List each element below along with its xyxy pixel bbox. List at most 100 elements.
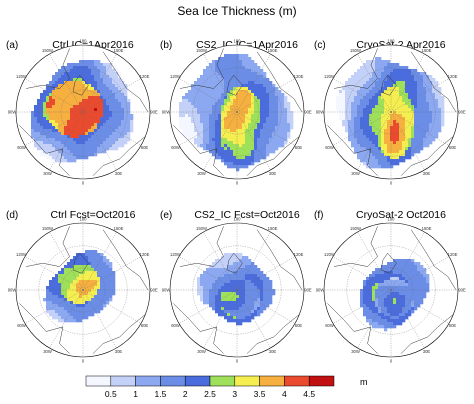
- thickness-cell: [91, 301, 95, 305]
- thickness-cell: [426, 87, 430, 91]
- thickness-cell: [435, 108, 439, 112]
- thickness-cell: [203, 126, 207, 130]
- thickness-cell: [399, 262, 403, 266]
- thickness-cell: [58, 90, 62, 94]
- thickness-cell: [260, 153, 264, 157]
- thickness-cell: [67, 141, 71, 145]
- thickness-cell: [372, 105, 376, 109]
- thickness-cell: [127, 135, 131, 139]
- thickness-cell: [55, 313, 59, 317]
- thickness-cell: [387, 277, 391, 281]
- thickness-cell: [405, 96, 409, 100]
- thickness-cell: [97, 295, 101, 299]
- thickness-cell: [281, 126, 285, 130]
- thickness-cell: [34, 135, 38, 139]
- thickness-cell: [79, 150, 83, 154]
- thickness-cell: [369, 132, 373, 136]
- thickness-cell: [227, 126, 231, 130]
- thickness-cell: [411, 84, 415, 88]
- thickness-cell: [402, 265, 406, 269]
- thickness-cell: [239, 108, 243, 112]
- thickness-cell: [245, 262, 249, 266]
- thickness-cell: [354, 135, 358, 139]
- thickness-cell: [106, 111, 110, 115]
- thickness-cell: [423, 144, 427, 148]
- meridian-label: 150W: [42, 48, 53, 53]
- thickness-cell: [387, 132, 391, 136]
- thickness-cell: [82, 316, 86, 320]
- thickness-cell: [85, 147, 89, 151]
- thickness-cell: [396, 123, 400, 127]
- thickness-cell: [79, 141, 83, 145]
- thickness-cell: [245, 66, 249, 70]
- thickness-cell: [429, 105, 433, 109]
- thickness-cell: [372, 304, 376, 308]
- thickness-cell: [387, 162, 391, 166]
- thickness-cell: [88, 78, 92, 82]
- thickness-cell: [73, 274, 77, 278]
- thickness-cell: [378, 114, 382, 118]
- thickness-cell: [70, 78, 74, 82]
- thickness-cell: [378, 81, 382, 85]
- thickness-cell: [206, 120, 210, 124]
- thickness-cell: [378, 144, 382, 148]
- thickness-cell: [363, 81, 367, 85]
- thickness-cell: [405, 105, 409, 109]
- thickness-cell: [387, 313, 391, 317]
- thickness-cell: [402, 111, 406, 115]
- thickness-cell: [254, 138, 258, 142]
- thickness-cell: [230, 78, 234, 82]
- thickness-cell: [185, 99, 189, 103]
- thickness-cell: [82, 84, 86, 88]
- thickness-cell: [227, 108, 231, 112]
- thickness-cell: [215, 301, 219, 305]
- thickness-cell: [263, 75, 267, 79]
- thickness-cell: [112, 93, 116, 97]
- thickness-cell: [209, 117, 213, 121]
- thickness-cell: [118, 105, 122, 109]
- thickness-cell: [266, 114, 270, 118]
- thickness-cell: [200, 102, 204, 106]
- thickness-cell: [384, 307, 388, 311]
- coastline: [19, 226, 149, 354]
- thickness-cell: [70, 81, 74, 85]
- thickness-cell: [345, 117, 349, 121]
- thickness-cell: [55, 129, 59, 133]
- thickness-cell: [360, 120, 364, 124]
- thickness-cell: [197, 280, 201, 284]
- thickness-cell: [429, 138, 433, 142]
- thickness-cell: [73, 262, 77, 266]
- thickness-cell: [76, 120, 80, 124]
- thickness-cell: [375, 271, 379, 275]
- thickness-cell: [239, 141, 243, 145]
- thickness-cell: [76, 265, 80, 269]
- thickness-cell: [251, 90, 255, 94]
- thickness-cell: [212, 271, 216, 275]
- thickness-cell: [396, 310, 400, 314]
- thickness-cell: [70, 304, 74, 308]
- thickness-cell: [381, 301, 385, 305]
- thickness-cell: [191, 123, 195, 127]
- thickness-cell: [230, 135, 234, 139]
- thickness-cell: [251, 307, 255, 311]
- thickness-cell: [399, 289, 403, 293]
- thickness-cell: [188, 102, 192, 106]
- thickness-cell: [82, 277, 86, 281]
- thickness-cell: [212, 132, 216, 136]
- thickness-cell: [206, 135, 210, 139]
- thickness-cell: [408, 99, 412, 103]
- thickness-cell: [381, 126, 385, 130]
- thickness-cell: [70, 153, 74, 157]
- thickness-cell: [405, 150, 409, 154]
- thickness-cell: [212, 307, 216, 311]
- thickness-cell: [426, 111, 430, 115]
- thickness-cell: [345, 111, 349, 115]
- thickness-cell: [387, 99, 391, 103]
- thickness-cell: [115, 126, 119, 130]
- thickness-cell: [55, 96, 59, 100]
- thickness-cell: [390, 69, 394, 73]
- thickness-cell: [242, 66, 246, 70]
- thickness-cell: [106, 295, 110, 299]
- thickness-cell: [203, 280, 207, 284]
- thickness-cell: [366, 316, 370, 320]
